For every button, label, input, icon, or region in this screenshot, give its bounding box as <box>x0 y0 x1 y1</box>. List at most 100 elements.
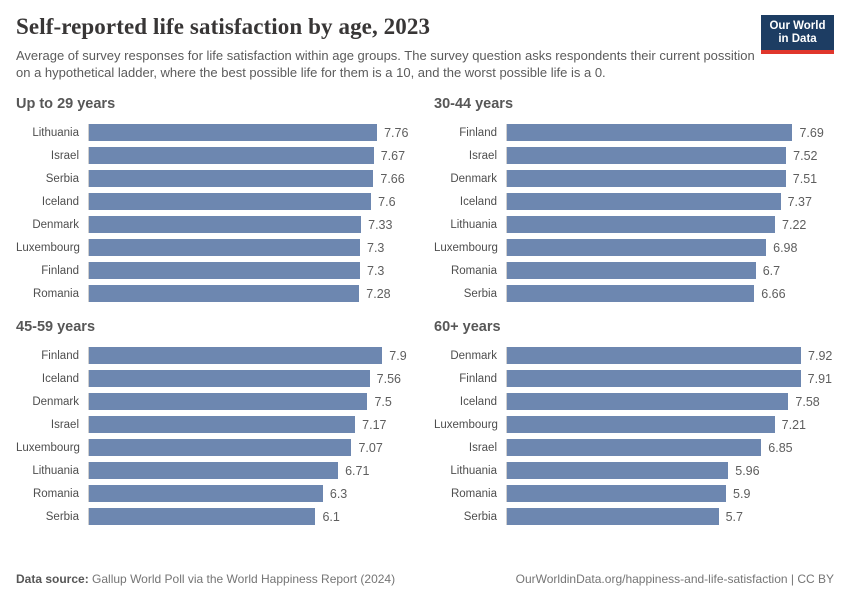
country-label: Iceland <box>459 395 497 408</box>
bar-track: 6.7 <box>506 262 804 279</box>
value-label: 7.92 <box>808 348 833 363</box>
bar <box>89 462 339 479</box>
bar <box>89 370 370 387</box>
country-label: Iceland <box>459 195 497 208</box>
country-label: Romania <box>32 287 79 300</box>
bar <box>89 416 356 433</box>
country-label: Finland <box>459 126 497 139</box>
value-label: 7.76 <box>384 125 409 140</box>
chart-title: Self-reported life satisfaction by age, … <box>16 14 431 39</box>
country-label: Denmark <box>32 395 79 408</box>
bar-track: 5.7 <box>506 508 804 525</box>
bar-row: Romania 5.9 <box>434 482 834 505</box>
value-label: 7.07 <box>358 440 383 455</box>
value-label: 5.7 <box>725 509 743 524</box>
panel-title: 60+ years <box>434 319 501 335</box>
bar-row: Iceland 7.58 <box>434 390 834 413</box>
bar-row: Luxembourg 7.21 <box>434 413 834 436</box>
bar-track: 7.21 <box>506 416 806 433</box>
bar <box>507 239 767 256</box>
bar-track: 7.3 <box>88 262 386 279</box>
value-label: 7.17 <box>362 417 387 432</box>
bar <box>89 193 372 210</box>
bar-row: Serbia 6.1 <box>16 505 416 528</box>
country-label: Finland <box>41 264 79 277</box>
panel-title: 30-44 years <box>434 96 514 112</box>
header-text: Self-reported life satisfaction by age, … <box>16 12 761 81</box>
value-label: 7.3 <box>367 240 385 255</box>
bar-row: Israel 7.52 <box>434 144 834 167</box>
bar-row: Iceland 7.56 <box>16 367 416 390</box>
chart-panel-3: 60+ years Denmark 7.92 Finland 7.91 Iceland 7.… <box>434 319 834 528</box>
country-label: Finland <box>41 349 79 362</box>
value-label: 6.7 <box>762 263 781 278</box>
country-label: Iceland <box>41 372 79 385</box>
bar-track: 6.98 <box>506 239 804 256</box>
bar <box>507 508 719 525</box>
country-label: Romania <box>32 487 79 500</box>
country-label: Serbia <box>463 510 497 523</box>
value-label: 5.9 <box>733 486 751 501</box>
data-source-text: Gallup World Poll via the World Happines… <box>92 572 396 586</box>
chart-subtitle: Average of survey responses for life sat… <box>16 48 755 80</box>
value-label: 7.37 <box>787 194 812 209</box>
value-label: 7.91 <box>807 371 832 386</box>
country-label: Serbia <box>45 172 79 185</box>
panel-title: Up to 29 years <box>16 96 116 112</box>
bar-track: 6.1 <box>88 508 386 525</box>
bar <box>507 285 755 302</box>
country-label: Luxembourg <box>16 441 80 454</box>
bar-row: Luxembourg 7.3 <box>16 236 416 259</box>
country-label: Lithuania <box>32 126 79 139</box>
bar-row: Denmark 7.33 <box>16 213 416 236</box>
country-label: Romania <box>450 487 497 500</box>
owid-logo: Our World in Data <box>761 15 834 54</box>
bar-row: Romania 7.28 <box>16 282 416 305</box>
panel-title: 45-59 years <box>16 319 96 335</box>
bar-row: Israel 6.85 <box>434 436 834 459</box>
bar <box>507 485 727 502</box>
bar-row: Romania 6.3 <box>16 482 416 505</box>
bar <box>507 170 786 187</box>
bar-track: 7.56 <box>88 370 401 387</box>
bar-row: Lithuania 6.71 <box>16 459 416 482</box>
bar-row: Denmark 7.51 <box>434 167 834 190</box>
country-label: Denmark <box>32 218 79 231</box>
bar-row: Iceland 7.37 <box>434 190 834 213</box>
bar-track: 7.22 <box>506 216 806 233</box>
value-label: 7.51 <box>792 171 818 186</box>
country-label: Serbia <box>463 287 497 300</box>
bar-row: Romania 6.7 <box>434 259 834 282</box>
bar-row: Lithuania 7.22 <box>434 213 834 236</box>
bar-row: Denmark 7.5 <box>16 390 416 413</box>
country-label: Luxembourg <box>16 241 80 254</box>
bar <box>89 262 360 279</box>
bar <box>89 485 323 502</box>
owid-logo-line1: Our World <box>769 20 826 32</box>
charts-grid: Up to 29 years Lithuania 7.76 Israel 7.67 Ser… <box>16 96 834 528</box>
value-label: 6.71 <box>345 463 370 478</box>
value-label: 6.3 <box>329 486 348 501</box>
bar-row: Iceland 7.6 <box>16 190 416 213</box>
bar <box>89 393 368 410</box>
country-label: Israel <box>468 149 497 162</box>
bar-row: Finland 7.9 <box>16 344 416 367</box>
bar-row: Israel 7.67 <box>16 144 416 167</box>
country-label: Luxembourg <box>434 418 498 431</box>
bar-track: 6.66 <box>506 285 804 302</box>
country-label: Israel <box>50 418 79 431</box>
owid-logo-red-bar <box>761 50 834 54</box>
value-label: 7.3 <box>367 263 385 278</box>
bar-track: 6.71 <box>88 462 386 479</box>
bar-track: 7.37 <box>506 193 812 210</box>
data-source: Data source: Gallup World Poll via the W… <box>16 572 395 586</box>
country-label: Finland <box>459 372 497 385</box>
bar-track: 7.51 <box>506 170 817 187</box>
bar <box>507 416 775 433</box>
bar-track: 7.91 <box>506 370 832 387</box>
bar-row: Finland 7.3 <box>16 259 416 282</box>
bar <box>89 508 316 525</box>
bar <box>89 147 374 164</box>
country-label: Iceland <box>41 195 79 208</box>
value-label: 7.33 <box>368 217 393 232</box>
